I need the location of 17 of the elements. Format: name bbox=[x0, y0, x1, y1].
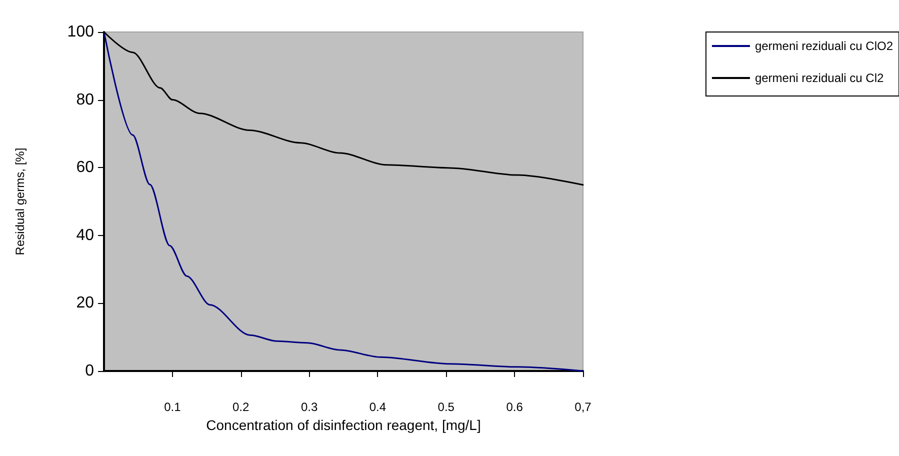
x-axis-title: Concentration of disinfection reagent, [mg/L] bbox=[206, 416, 481, 433]
legend-label: germeni reziduali cu ClO2 bbox=[754, 39, 894, 53]
x-tick-label: 0.5 bbox=[438, 400, 455, 414]
y-tick-label: 60 bbox=[76, 159, 94, 176]
x-tick-label: 0.1 bbox=[164, 400, 182, 414]
y-axis-title: Residual germs, [%] bbox=[13, 148, 27, 256]
y-tick-label: 80 bbox=[76, 91, 94, 108]
y-tick-label: 40 bbox=[76, 226, 94, 244]
x-tick-label: 0.2 bbox=[232, 400, 250, 414]
x-tick-label: 0.4 bbox=[369, 400, 386, 414]
y-tick-label: 100 bbox=[67, 24, 94, 40]
legend-label: germeni reziduali cu Cl2 bbox=[754, 71, 884, 85]
y-tick-label: 0 bbox=[85, 362, 94, 380]
x-tick-label: 0.6 bbox=[506, 400, 524, 414]
y-tick-label: 20 bbox=[76, 294, 94, 312]
x-tick-label: 0,7 bbox=[574, 400, 592, 414]
x-tick-label: 0.3 bbox=[300, 400, 318, 414]
